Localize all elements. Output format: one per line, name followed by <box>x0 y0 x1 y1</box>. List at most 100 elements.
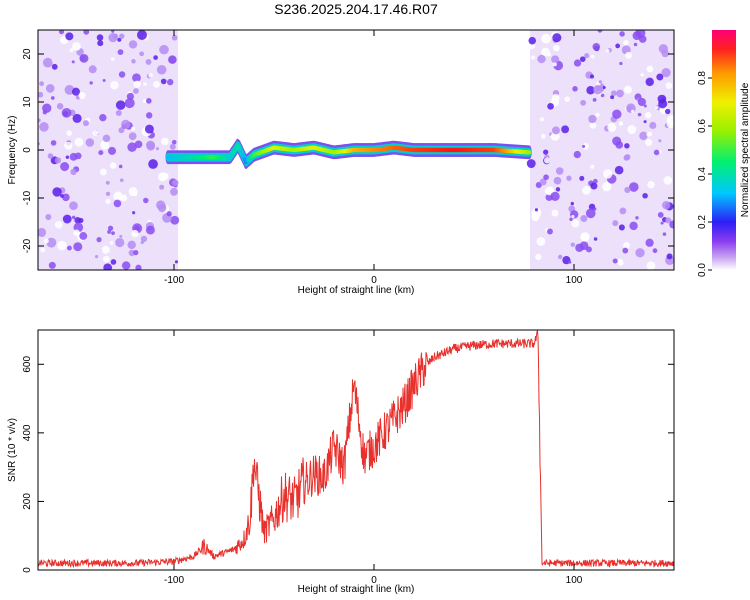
colorbar-tick-label: 0.0 <box>697 263 708 277</box>
noise-speckle <box>64 84 75 95</box>
noise-speckle <box>622 247 629 254</box>
noise-speckle <box>48 261 56 269</box>
noise-speckle <box>103 255 110 263</box>
noise-speckle <box>647 180 655 189</box>
snr-x-ticks: -100 0 100 <box>164 330 583 586</box>
y-tick-label: 200 <box>22 493 33 510</box>
noise-speckle <box>642 192 648 199</box>
noise-speckle <box>537 54 546 64</box>
noise-speckle <box>585 208 596 219</box>
noise-speckle <box>551 209 559 217</box>
noise-speckle <box>624 51 632 59</box>
noise-speckle <box>658 44 668 54</box>
noise-speckle <box>661 200 671 210</box>
noise-speckle <box>155 147 159 151</box>
noise-speckle <box>153 55 158 60</box>
noise-speckle <box>62 214 72 224</box>
noise-speckle <box>171 34 178 41</box>
noise-speckle <box>79 232 88 240</box>
noise-speckle <box>579 56 586 62</box>
noise-speckle <box>161 137 169 146</box>
noise-speckle <box>643 120 647 124</box>
noise-speckle <box>152 80 160 88</box>
noise-speckle <box>669 220 674 229</box>
noise-speckle <box>124 98 135 109</box>
noise-speckle <box>131 229 139 238</box>
noise-speckle <box>616 89 624 98</box>
noise-speckle <box>551 55 560 64</box>
noise-speckle <box>38 118 41 123</box>
noise-speckle <box>74 152 82 160</box>
noise-speckle <box>117 37 122 42</box>
noise-speckle <box>54 157 62 164</box>
noise-speckle <box>65 155 70 159</box>
noise-speckle <box>573 150 581 159</box>
noise-speckle <box>656 73 664 81</box>
noise-speckle <box>110 57 115 62</box>
noise-speckle <box>665 217 672 224</box>
noise-speckle <box>663 176 673 185</box>
noise-speckle <box>38 227 47 237</box>
noise-speckle <box>171 139 177 145</box>
colorbar-label: Normalized spectral amplitude <box>740 82 750 217</box>
noise-speckle <box>39 122 49 132</box>
noise-speckle <box>128 132 137 141</box>
spectrogram-x-label: Height of straight line (km) <box>298 285 415 296</box>
colorbar-tick-label: 0.8 <box>697 71 708 85</box>
noise-speckle <box>664 108 671 115</box>
noise-speckle <box>543 149 549 155</box>
noise-speckle <box>142 98 147 104</box>
noise-speckle <box>170 215 180 225</box>
noise-speckle <box>156 200 166 210</box>
noise-speckle <box>580 99 587 106</box>
noise-speckle <box>96 34 104 41</box>
noise-speckle <box>600 93 605 98</box>
noise-speckle <box>135 264 142 270</box>
noise-speckle <box>543 174 549 181</box>
noise-speckle <box>133 250 139 256</box>
noise-speckle <box>128 249 135 257</box>
noise-speckle <box>168 55 177 64</box>
noise-speckle <box>96 237 102 243</box>
noise-speckle <box>83 120 89 127</box>
noise-speckle <box>624 154 631 161</box>
noise-speckle <box>612 109 622 119</box>
noise-speckle <box>50 140 57 146</box>
noise-speckle <box>526 159 536 168</box>
noise-speckle <box>98 150 104 156</box>
noise-speckle <box>46 237 57 248</box>
noise-speckle <box>56 103 64 110</box>
noise-speckle <box>57 240 67 251</box>
noise-speckle <box>126 92 134 101</box>
snr-y-ticks: 0 200 400 600 <box>22 356 674 573</box>
noise-region <box>530 30 674 270</box>
noise-speckle <box>566 175 572 181</box>
noise-speckle <box>623 242 630 250</box>
noise-speckle <box>60 162 70 172</box>
noise-speckle <box>94 255 99 259</box>
noise-speckle <box>61 107 72 118</box>
noise-speckle <box>619 207 627 215</box>
noise-speckle <box>132 211 136 215</box>
x-tick-label: 100 <box>566 575 583 586</box>
noise-speckle <box>619 31 625 37</box>
noise-speckle <box>101 245 110 254</box>
noise-speckle <box>645 138 653 147</box>
noise-speckle <box>602 169 613 179</box>
noise-speckle <box>595 112 600 118</box>
noise-speckle <box>146 98 152 104</box>
noise-speckle <box>115 109 122 116</box>
noise-speckle <box>572 86 578 92</box>
noise-speckle <box>624 186 631 194</box>
noise-speckle <box>133 192 138 197</box>
noise-speckle <box>79 54 89 63</box>
noise-speckle <box>573 59 582 67</box>
noise-speckle <box>643 104 647 108</box>
spectrogram-y-label: Frequency (Hz) <box>7 116 18 185</box>
noise-speckle <box>160 78 167 85</box>
noise-speckle <box>618 121 624 126</box>
noise-speckle <box>557 254 563 260</box>
noise-speckle <box>159 184 165 190</box>
noise-speckle <box>131 126 136 131</box>
noise-speckle <box>83 30 90 35</box>
